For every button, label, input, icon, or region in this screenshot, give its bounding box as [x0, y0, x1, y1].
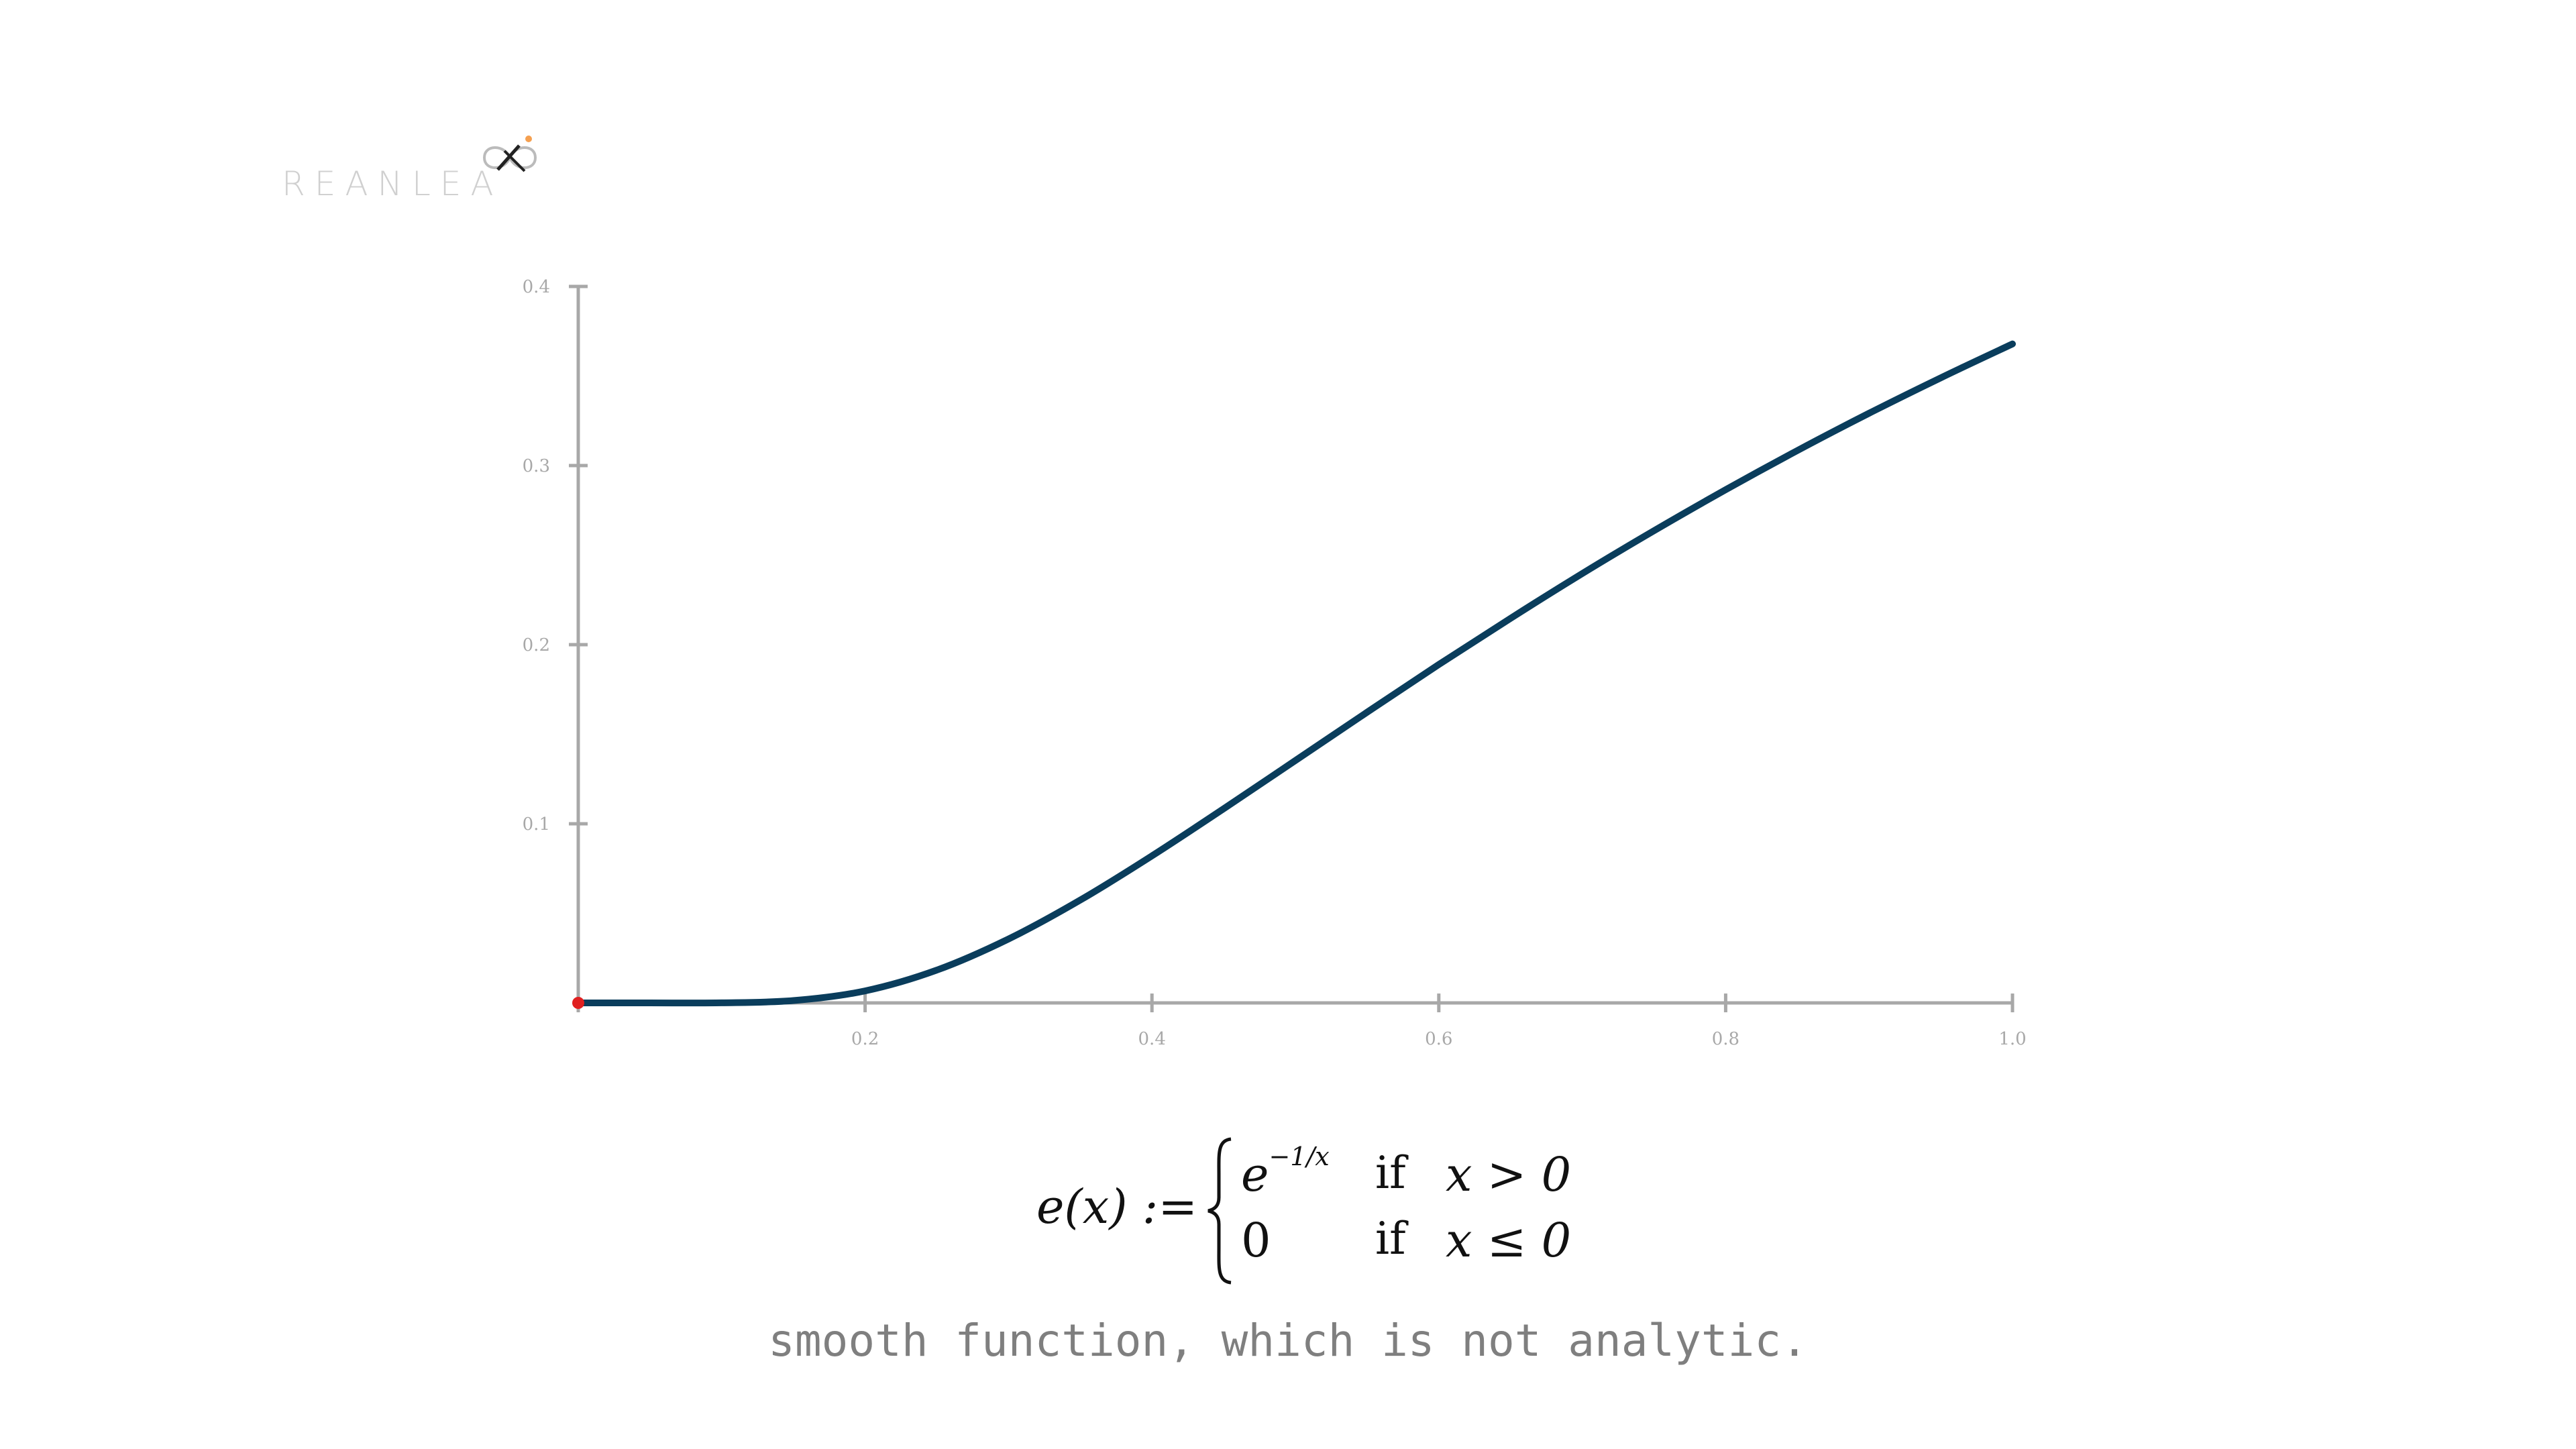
- x-tick-label: 0.6: [1425, 1029, 1452, 1049]
- tick-labels: 0.2 0.4 0.6 0.8 1.0 0.1 0.2 0.3 0.4: [523, 277, 2027, 1049]
- logo-text: REANLEA: [282, 164, 503, 203]
- case1-exponent: −1/x: [1269, 1141, 1330, 1171]
- case1-condition: x > 0: [1446, 1147, 1572, 1202]
- y-tick-label: 0.1: [523, 814, 550, 835]
- logo: REANLEA: [282, 131, 550, 211]
- series-line: [575, 340, 2016, 1007]
- y-tick-label: 0.4: [523, 277, 550, 297]
- case1-value: e−1/x: [1241, 1141, 1330, 1202]
- left-brace: [1208, 1137, 1232, 1285]
- ticks: [569, 284, 2015, 1012]
- caption: smooth function, which is not analytic.: [768, 1315, 1808, 1366]
- formula-lhs: e(x) :=: [1036, 1179, 1198, 1234]
- case2-condition: x ≤ 0: [1446, 1213, 1572, 1268]
- axes: [576, 286, 2012, 1005]
- case2-if: if: [1375, 1213, 1406, 1265]
- y-tick-label: 0.2: [523, 635, 550, 655]
- origin-point: [572, 997, 584, 1009]
- x-tick-label: 0.2: [851, 1029, 879, 1049]
- x-tick-label: 0.8: [1712, 1029, 1739, 1049]
- x-tick-label: 1.0: [1998, 1029, 2026, 1049]
- case1-if: if: [1375, 1147, 1406, 1199]
- y-tick-label: 0.3: [523, 456, 550, 476]
- case2-value: 0: [1241, 1213, 1271, 1268]
- logo-mark-icon: [482, 136, 537, 172]
- x-tick-label: 0.4: [1138, 1029, 1166, 1049]
- formula: e(x) := e−1/x if x > 0 0 if x ≤ 0: [1036, 1134, 1640, 1295]
